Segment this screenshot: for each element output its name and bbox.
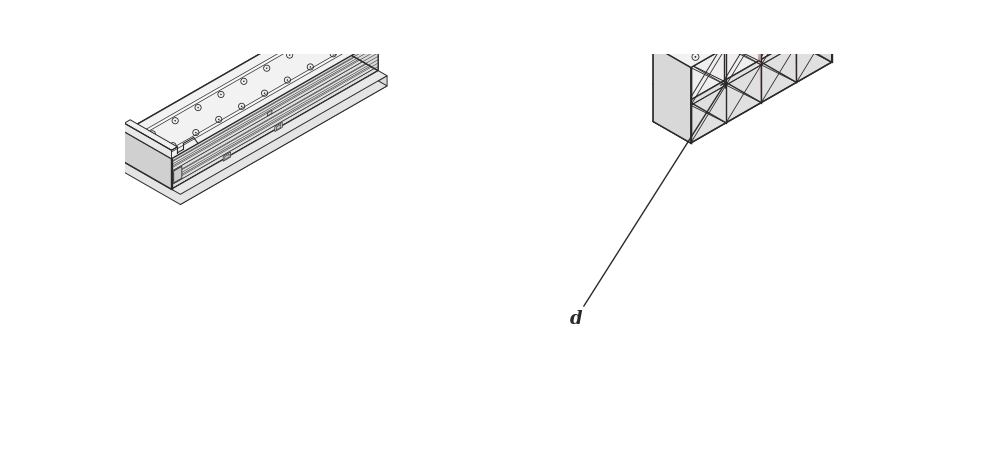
Polygon shape (653, 40, 832, 143)
Polygon shape (124, 13, 378, 159)
Circle shape (718, 42, 720, 44)
Circle shape (332, 53, 334, 54)
Circle shape (289, 54, 290, 56)
Circle shape (152, 133, 153, 134)
Polygon shape (163, 35, 372, 155)
Circle shape (195, 132, 197, 133)
Polygon shape (124, 13, 331, 162)
Circle shape (310, 66, 311, 68)
Polygon shape (124, 123, 172, 159)
Polygon shape (691, 0, 832, 143)
Polygon shape (172, 71, 387, 194)
Circle shape (695, 56, 696, 58)
Polygon shape (115, 39, 322, 167)
Polygon shape (653, 0, 832, 68)
Polygon shape (124, 120, 177, 150)
Polygon shape (800, 16, 826, 53)
Polygon shape (691, 0, 760, 37)
Circle shape (220, 94, 222, 95)
Text: d: d (570, 310, 582, 328)
Circle shape (670, 42, 672, 44)
Circle shape (335, 28, 336, 30)
Polygon shape (174, 166, 182, 183)
Polygon shape (124, 44, 378, 189)
Polygon shape (124, 132, 172, 189)
Polygon shape (794, 0, 832, 62)
Circle shape (174, 120, 176, 122)
Circle shape (264, 93, 265, 94)
Circle shape (312, 41, 313, 43)
Circle shape (742, 29, 744, 31)
Circle shape (694, 29, 696, 30)
Circle shape (741, 1, 743, 3)
Circle shape (266, 68, 268, 69)
Circle shape (355, 40, 357, 41)
Circle shape (218, 118, 220, 120)
Circle shape (172, 145, 174, 147)
Polygon shape (331, 13, 378, 71)
Circle shape (243, 80, 245, 82)
Polygon shape (653, 46, 691, 143)
Polygon shape (223, 152, 231, 161)
Polygon shape (275, 122, 282, 132)
Circle shape (789, 2, 791, 4)
Polygon shape (115, 49, 387, 204)
Circle shape (241, 105, 242, 107)
Circle shape (766, 15, 767, 17)
Polygon shape (276, 124, 281, 130)
Circle shape (287, 79, 288, 81)
Polygon shape (225, 154, 229, 160)
Polygon shape (180, 76, 387, 204)
Polygon shape (267, 110, 272, 116)
Circle shape (717, 15, 719, 17)
Polygon shape (653, 0, 794, 122)
Circle shape (197, 107, 199, 109)
Polygon shape (800, 0, 826, 18)
Polygon shape (133, 18, 343, 138)
